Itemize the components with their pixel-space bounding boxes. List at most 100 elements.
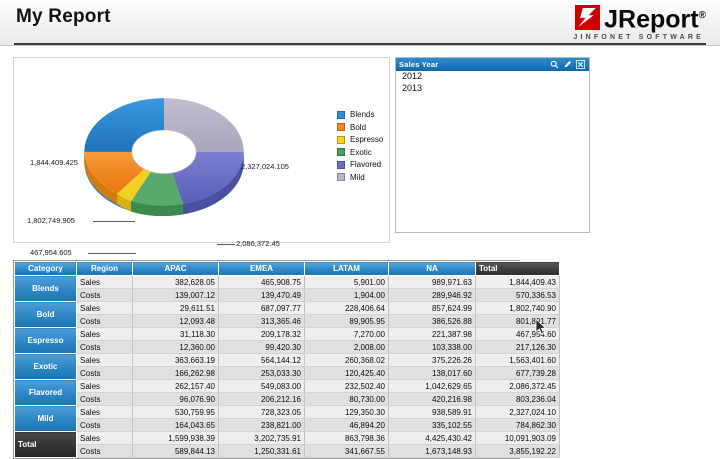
- table-row[interactable]: Mild Sales 530,759.95 728,323.05 129,350…: [14, 405, 560, 432]
- pie-label-mild: 2,327,024.105: [241, 162, 289, 171]
- legend-swatch-mild: [337, 173, 345, 181]
- legend-label-bold: Bold: [350, 122, 367, 132]
- pie-label-flavored: 2,086,372.45: [236, 239, 280, 248]
- table-row-total[interactable]: Total Sales 1,599,938.39 3,202,735.91 86…: [14, 431, 560, 458]
- search-icon[interactable]: [549, 59, 560, 70]
- table-row[interactable]: Flavored Sales 262,157.40 549,083.00 232…: [14, 379, 560, 406]
- slice-exotic[interactable]: [131, 151, 184, 206]
- row-category-bold[interactable]: Bold: [14, 301, 77, 328]
- column-header-category[interactable]: Category: [14, 261, 77, 276]
- cell-apac: 166,262.98: [132, 366, 219, 380]
- cell-emea: 465,908.75: [218, 275, 305, 289]
- row-region: Sales: [76, 405, 133, 419]
- column-header-apac[interactable]: APAC: [132, 261, 219, 276]
- cell-total: 3,855,192.22: [475, 444, 560, 458]
- cell-apac: 382,628.05: [132, 275, 219, 289]
- table-row[interactable]: Costs 96,076.90 206,212.16 80,730.00 420…: [15, 392, 560, 406]
- cell-total: 570,336.53: [475, 288, 560, 302]
- cell-total: 217,126.30: [475, 340, 560, 354]
- row-category-exotic[interactable]: Exotic: [14, 353, 77, 380]
- cell-apac: 363,663.19: [132, 353, 219, 367]
- close-icon[interactable]: [575, 59, 586, 70]
- legend-swatch-bold: [337, 123, 345, 131]
- cell-emea: 139,470.49: [218, 288, 305, 302]
- legend-item-exotic[interactable]: Exotic: [337, 148, 383, 157]
- cell-apac: 29,611.51: [132, 301, 219, 315]
- cell-latam: 232,502.40: [304, 379, 389, 393]
- cell-latam: 129,350.30: [304, 405, 389, 419]
- crosstab-table[interactable]: Category Region APAC EMEA LATAM NA Total…: [13, 260, 560, 459]
- row-category-espresso[interactable]: Espresso: [14, 327, 77, 354]
- sales-year-title: Sales Year: [399, 60, 439, 69]
- cell-latam: 7,270.00: [304, 327, 389, 341]
- logo-tagline: JINFONET SOFTWARE: [573, 34, 704, 42]
- table-row[interactable]: Costs 12,093.48 313,365.46 89,905.95 386…: [15, 314, 560, 328]
- cell-apac: 1,599,938.39: [132, 431, 219, 445]
- cell-apac: 31,118.30: [132, 327, 219, 341]
- table-row[interactable]: Costs 164,043.65 238,821.00 46,894.20 33…: [15, 418, 560, 432]
- cell-latam: 228,406.64: [304, 301, 389, 315]
- legend-label-exotic: Exotic: [350, 147, 372, 157]
- column-header-total[interactable]: Total: [475, 261, 560, 276]
- legend-item-espresso[interactable]: Espresso: [337, 135, 383, 144]
- cell-na: 386,526.88: [388, 314, 476, 328]
- legend-label-espresso: Espresso: [350, 135, 384, 144]
- cell-total: 803,236.04: [475, 392, 560, 406]
- table-row-total[interactable]: Costs 589,844.13 1,250,331.61 341,667.55…: [15, 444, 560, 458]
- table-body: Blends Sales 382,628.05 465,908.75 5,901…: [14, 275, 560, 458]
- pencil-icon[interactable]: [562, 59, 573, 70]
- cell-emea: 564,144.12: [218, 353, 305, 367]
- legend-swatch-flavored: [337, 160, 345, 169]
- leader-line-bold: [93, 221, 135, 222]
- cell-latam: 46,894.20: [304, 418, 389, 432]
- cell-apac: 139,007.12: [132, 288, 219, 302]
- table-row[interactable]: Blends Sales 382,628.05 465,908.75 5,901…: [14, 275, 560, 302]
- column-header-emea[interactable]: EMEA: [218, 261, 305, 276]
- pie-chart-panel[interactable]: 1,844,409.425 1,802,749.905 467,954.605 …: [13, 57, 390, 274]
- row-category-mild[interactable]: Mild: [14, 405, 77, 432]
- cell-total: 467,954.60: [475, 327, 560, 341]
- column-header-na[interactable]: NA: [388, 261, 476, 276]
- legend-item-mild[interactable]: Mild: [337, 173, 383, 182]
- row-category-flavored[interactable]: Flavored: [14, 379, 77, 406]
- cell-emea: 728,323.05: [218, 405, 305, 419]
- table-row[interactable]: Espresso Sales 31,118.30 209,178.32 7,27…: [14, 327, 560, 354]
- column-header-latam[interactable]: LATAM: [304, 261, 389, 276]
- leader-line-flavored: [217, 244, 235, 245]
- row-region: Sales: [76, 301, 133, 315]
- row-region: Costs: [76, 340, 133, 354]
- row-category-total[interactable]: Total: [14, 431, 77, 458]
- donut-slices[interactable]: [84, 98, 244, 206]
- mouse-cursor: [535, 318, 547, 335]
- row-category-blends[interactable]: Blends: [14, 275, 77, 302]
- sales-year-panel[interactable]: Sales Year 2012 2013: [395, 57, 590, 233]
- cell-total: 1,563,401.60: [475, 353, 560, 367]
- table-row[interactable]: Costs 139,007.12 139,470.49 1,904.00 289…: [15, 288, 560, 302]
- row-region: Sales: [76, 379, 133, 393]
- table-row[interactable]: Exotic Sales 363,663.19 564,144.12 260,3…: [14, 353, 560, 380]
- cell-emea: 313,365.46: [218, 314, 305, 328]
- table-row[interactable]: Costs 166,262.98 253,033.30 120,425.40 1…: [15, 366, 560, 380]
- registered-trademark-icon: ®: [698, 10, 706, 21]
- sales-year-option-2012[interactable]: 2012: [402, 71, 423, 81]
- cell-total: 784,862.30: [475, 418, 560, 432]
- sales-year-panel-header: Sales Year: [396, 58, 589, 71]
- legend-item-bold[interactable]: Bold: [337, 123, 383, 132]
- table-row[interactable]: Bold Sales 29,611.51 687,097.77 228,406.…: [14, 301, 560, 328]
- sales-year-option-2013[interactable]: 2013: [402, 82, 423, 93]
- legend-item-blends[interactable]: Blends: [337, 110, 383, 119]
- cell-na: 420,216.98: [388, 392, 476, 406]
- cell-total: 1,802,740.90: [475, 301, 560, 315]
- cell-emea: 99,420.30: [218, 340, 305, 354]
- column-header-region[interactable]: Region: [76, 261, 133, 276]
- crosstab: Category Region APAC EMEA LATAM NA Total…: [14, 261, 560, 458]
- cell-latam: 89,905.95: [304, 314, 389, 328]
- donut-chart[interactable]: [74, 86, 254, 216]
- table-row[interactable]: Costs 12,360.00 99,420.30 2,008.00 103,3…: [15, 340, 560, 354]
- donut-hole: [131, 130, 197, 174]
- cell-na: 335,102.55: [388, 418, 476, 432]
- cell-emea: 238,821.00: [218, 418, 305, 432]
- legend-item-flavored[interactable]: Flavored: [337, 160, 383, 169]
- row-region: Costs: [76, 392, 133, 406]
- cell-apac: 164,043.65: [132, 418, 219, 432]
